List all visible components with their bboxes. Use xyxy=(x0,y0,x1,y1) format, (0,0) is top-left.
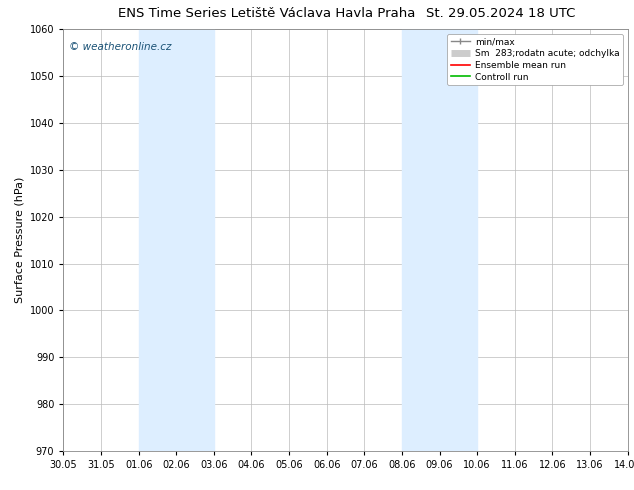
Y-axis label: Surface Pressure (hPa): Surface Pressure (hPa) xyxy=(14,177,24,303)
Text: © weatheronline.cz: © weatheronline.cz xyxy=(69,42,172,52)
Bar xyxy=(402,29,477,451)
Bar xyxy=(139,29,214,451)
Text: ENS Time Series Letiště Václava Havla Praha: ENS Time Series Letiště Václava Havla Pr… xyxy=(117,7,415,21)
Legend: min/max, Sm  283;rodatn acute; odchylka, Ensemble mean run, Controll run: min/max, Sm 283;rodatn acute; odchylka, … xyxy=(447,34,623,85)
Text: St. 29.05.2024 18 UTC: St. 29.05.2024 18 UTC xyxy=(426,7,576,21)
